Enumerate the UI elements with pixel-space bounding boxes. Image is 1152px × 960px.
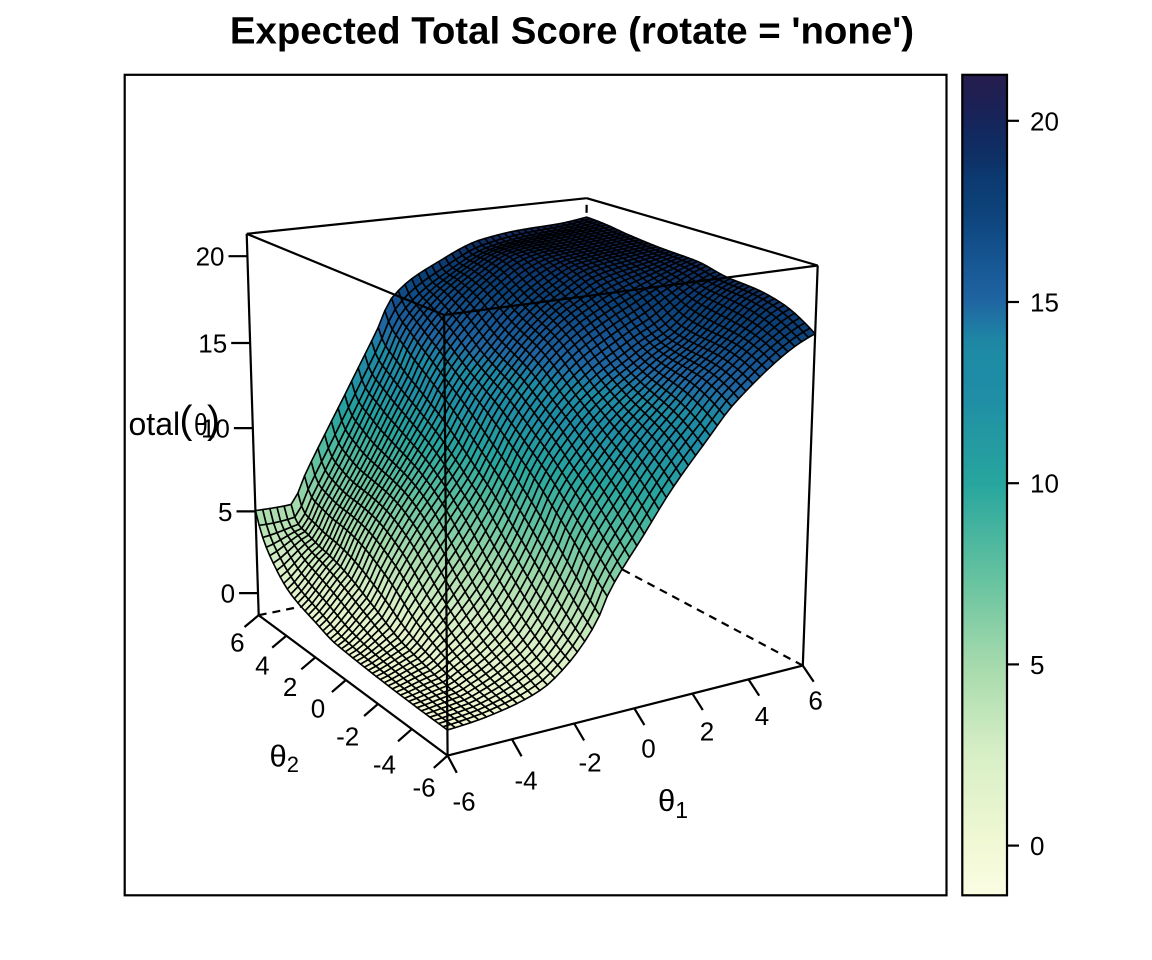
svg-text:(: ( — [180, 399, 193, 442]
svg-text:2: 2 — [283, 672, 297, 702]
svg-text:otal: otal — [129, 406, 181, 442]
svg-text:20: 20 — [196, 242, 225, 272]
svg-text:15: 15 — [198, 329, 227, 359]
svg-text:θ2: θ2 — [270, 738, 300, 777]
svg-text:4: 4 — [255, 650, 269, 680]
svg-text:-6: -6 — [452, 787, 475, 817]
svg-text:θ: θ — [194, 407, 208, 441]
svg-text:-4: -4 — [514, 766, 537, 796]
svg-text:2: 2 — [700, 717, 714, 747]
svg-text:Expected Total Score (rotate =: Expected Total Score (rotate = 'none') — [230, 10, 914, 53]
svg-text:10: 10 — [1030, 469, 1059, 499]
svg-text:θ1: θ1 — [658, 783, 688, 823]
svg-text:-6: -6 — [412, 773, 435, 803]
svg-text:5: 5 — [218, 497, 232, 527]
svg-text:15: 15 — [1030, 288, 1059, 318]
svg-text:-4: -4 — [373, 750, 396, 780]
svg-text:5: 5 — [1030, 650, 1044, 680]
svg-text:0: 0 — [1030, 831, 1044, 861]
svg-text:20: 20 — [1030, 106, 1059, 136]
svg-text:10: 10 — [201, 414, 230, 444]
svg-text:-2: -2 — [578, 748, 601, 778]
svg-text:4: 4 — [755, 701, 769, 731]
svg-text:6: 6 — [808, 686, 822, 716]
svg-text:0: 0 — [221, 579, 235, 609]
svg-text:6: 6 — [230, 628, 244, 658]
svg-text:0: 0 — [641, 734, 655, 764]
svg-text:): ) — [207, 399, 220, 442]
svg-text:-2: -2 — [336, 722, 359, 752]
svg-text:0: 0 — [311, 694, 325, 724]
